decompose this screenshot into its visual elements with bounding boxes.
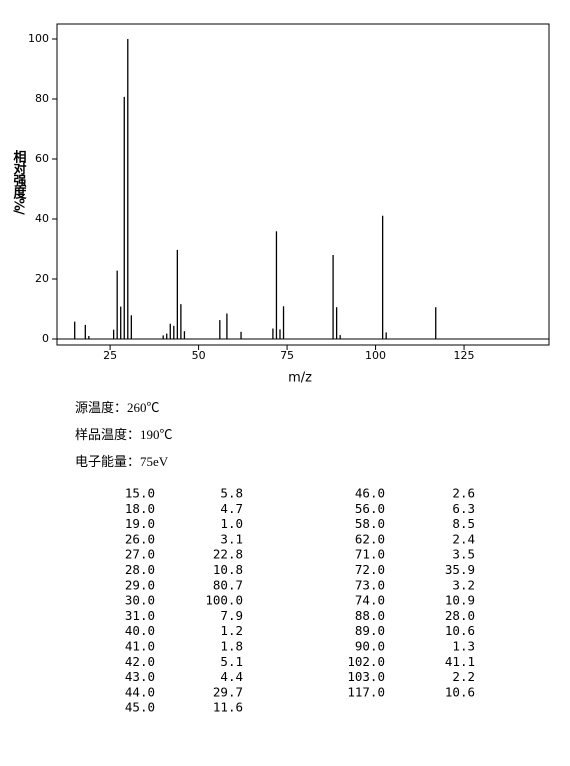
mz-cell: 89.0 [355, 623, 385, 638]
y-tick-label: 80 [35, 92, 49, 105]
mz-cell: 43.0 [125, 669, 155, 684]
mz-cell: 26.0 [125, 531, 155, 546]
mz-cell: 40.0 [125, 623, 155, 638]
mz-cell: 31.0 [125, 608, 155, 623]
intensity-cell: 10.9 [445, 593, 475, 608]
mz-cell: 90.0 [355, 639, 385, 654]
mz-cell: 56.0 [355, 501, 385, 516]
intensity-cell: 8.5 [452, 516, 475, 531]
y-tick-label: 40 [35, 212, 49, 225]
mz-cell: 88.0 [355, 608, 385, 623]
intensity-cell: 28.0 [445, 608, 475, 623]
intensity-cell: 10.6 [445, 684, 475, 699]
x-axis-label: m/z [288, 371, 312, 386]
intensity-cell: 4.7 [220, 501, 243, 516]
intensity-cell: 41.1 [445, 654, 475, 669]
intensity-cell: 2.2 [452, 669, 475, 684]
mz-cell: 18.0 [125, 501, 155, 516]
mz-cell: 117.0 [347, 684, 385, 699]
intensity-cell: 3.5 [452, 547, 475, 562]
intensity-cell: 6.3 [452, 501, 475, 516]
mz-cell: 62.0 [355, 531, 385, 546]
mz-cell: 42.0 [125, 654, 155, 669]
mz-cell: 44.0 [125, 684, 155, 699]
x-tick-label: 75 [280, 349, 294, 362]
intensity-cell: 7.9 [220, 608, 243, 623]
mz-cell: 58.0 [355, 516, 385, 531]
mz-cell: 41.0 [125, 639, 155, 654]
intensity-cell: 10.6 [445, 623, 475, 638]
x-tick-label: 100 [365, 349, 386, 362]
x-tick-label: 25 [103, 349, 117, 362]
intensity-cell: 29.7 [213, 684, 243, 699]
intensity-cell: 1.3 [452, 639, 475, 654]
x-tick-label: 125 [454, 349, 475, 362]
intensity-cell: 3.2 [452, 577, 475, 592]
mz-cell: 27.0 [125, 547, 155, 562]
mz-cell: 71.0 [355, 547, 385, 562]
y-tick-label: 60 [35, 152, 49, 165]
mz-cell: 102.0 [347, 654, 385, 669]
plot-frame [56, 23, 550, 346]
condition: 样品温度：190℃ [75, 427, 173, 442]
mz-cell: 103.0 [347, 669, 385, 684]
y-tick-label: 100 [28, 32, 49, 45]
intensity-cell: 5.8 [220, 486, 243, 501]
y-tick-label: 20 [35, 272, 49, 285]
intensity-cell: 10.8 [213, 562, 243, 577]
intensity-cell: 3.1 [220, 531, 243, 546]
intensity-cell: 80.7 [213, 577, 243, 592]
mz-cell: 46.0 [355, 486, 385, 501]
intensity-cell: 2.6 [452, 486, 475, 501]
intensity-cell: 1.0 [220, 516, 243, 531]
mz-cell: 15.0 [125, 486, 155, 501]
mz-cell: 28.0 [125, 562, 155, 577]
condition: 电子能量：75eV [75, 454, 169, 469]
y-axis-label: 相对强度%/ [11, 149, 27, 215]
mz-cell: 74.0 [355, 593, 385, 608]
condition: 源温度：260℃ [75, 400, 160, 415]
y-tick-label: 0 [42, 332, 49, 345]
mz-cell: 72.0 [355, 562, 385, 577]
mz-cell: 30.0 [125, 593, 155, 608]
intensity-cell: 1.8 [220, 639, 243, 654]
intensity-cell: 2.4 [452, 531, 475, 546]
mz-cell: 29.0 [125, 577, 155, 592]
intensity-cell: 100.0 [205, 593, 243, 608]
intensity-cell: 11.6 [213, 700, 243, 715]
intensity-cell: 1.2 [220, 623, 243, 638]
mz-cell: 45.0 [125, 700, 155, 715]
mz-cell: 73.0 [355, 577, 385, 592]
intensity-cell: 22.8 [213, 547, 243, 562]
mz-cell: 19.0 [125, 516, 155, 531]
intensity-cell: 4.4 [220, 669, 243, 684]
intensity-cell: 35.9 [445, 562, 475, 577]
x-tick-label: 50 [192, 349, 206, 362]
intensity-cell: 5.1 [220, 654, 243, 669]
